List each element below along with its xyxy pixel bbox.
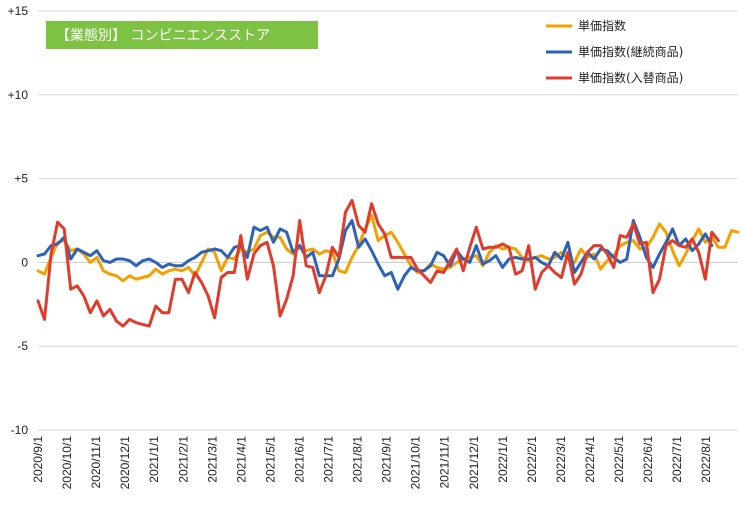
chart-title-text: 【業態別】 コンビニエンスストア <box>56 28 270 44</box>
x-tick-label: 2022/2/1 <box>525 436 539 483</box>
x-tick-label: 2021/1/1 <box>147 436 161 483</box>
x-tick-label: 2020/9/1 <box>31 436 45 483</box>
x-tick-label: 2022/1/1 <box>496 436 510 483</box>
y-tick-label: +10 <box>8 88 29 102</box>
legend-label: 単価指数 <box>578 18 626 33</box>
x-tick-label: 2020/11/1 <box>89 436 103 489</box>
x-tick-label: 2021/6/1 <box>292 436 306 483</box>
x-tick-label: 2021/4/1 <box>234 436 248 483</box>
x-tick-label: 2021/3/1 <box>205 436 219 483</box>
legend-label: 単価指数(継続商品) <box>578 44 683 59</box>
x-tick-label: 2021/11/1 <box>438 436 452 489</box>
x-tick-label: 2021/12/1 <box>467 436 481 490</box>
y-tick-label: +15 <box>8 4 29 18</box>
x-axis-labels: 2020/9/1 2020/10/1 2020/11/1 2020/12/1 2021/… <box>31 436 713 490</box>
x-tick-label: 2022/5/1 <box>612 436 626 483</box>
y-axis-labels: +15 +10 +5 0 -5 -10 <box>8 4 29 437</box>
y-tick-label: 0 <box>21 255 28 269</box>
x-tick-label: 2021/8/1 <box>351 436 365 483</box>
x-tick-label: 2022/8/1 <box>699 436 713 483</box>
x-tick-label: 2020/12/1 <box>118 436 132 490</box>
y-tick-label: +5 <box>14 172 28 186</box>
x-tick-label: 2021/5/1 <box>263 436 277 483</box>
x-tick-label: 2021/10/1 <box>409 436 423 490</box>
x-tick-label: 2021/2/1 <box>176 436 190 483</box>
legend-label: 単価指数(入替商品) <box>578 70 683 85</box>
series-line-3 <box>36 198 720 328</box>
chart-title: 【業態別】 コンビニエンスストア <box>46 21 318 49</box>
series-lines <box>36 198 740 328</box>
x-tick-label: 2021/7/1 <box>322 436 336 483</box>
chart-title-box <box>46 21 318 49</box>
series-line-1 <box>36 214 740 283</box>
y-tick-label: -10 <box>11 423 29 437</box>
x-tick-label: 2021/9/1 <box>380 436 394 483</box>
x-tick-label: 2020/10/1 <box>60 436 74 490</box>
series-line-2 <box>36 219 714 291</box>
x-tick-label: 2022/3/1 <box>554 436 568 483</box>
x-tick-label: 2022/6/1 <box>641 436 655 483</box>
x-tick-label: 2022/7/1 <box>670 436 684 483</box>
y-tick-label: -5 <box>17 339 28 353</box>
x-tick-label: 2022/4/1 <box>583 436 597 483</box>
